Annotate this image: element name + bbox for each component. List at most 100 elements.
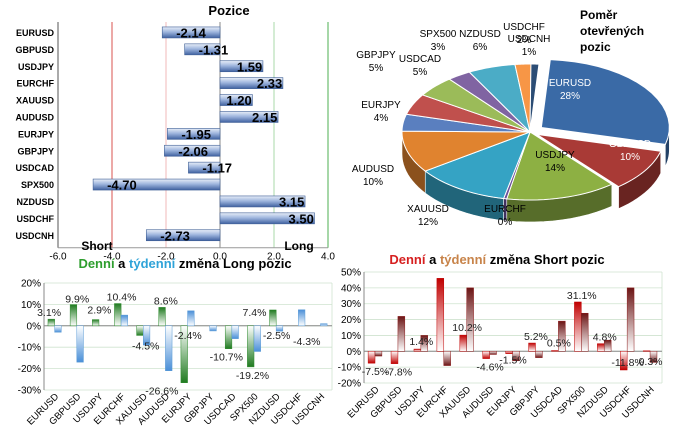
x-tick-label: -2.0 <box>157 252 175 263</box>
y-tick-label: 0% <box>347 347 362 358</box>
category-label: EURUSD <box>16 28 55 38</box>
title-part: Denní <box>78 256 115 271</box>
slice-USDJPY <box>506 131 613 201</box>
bar-EURCHF <box>219 77 284 89</box>
daily-bar-EURJPY <box>505 351 513 354</box>
positions-chart: Pozice EURUSD GBPUSD USDJPY EURCHF XAUUSD AUD… <box>15 3 335 263</box>
daily-bar-USDCNH <box>642 350 651 352</box>
slice-percent-label: 6% <box>473 42 488 53</box>
slice-name-label: EURJPY <box>361 100 401 111</box>
daily-bar-USDCHF <box>620 351 628 371</box>
slice-name-label: EURCHF <box>484 204 526 215</box>
data-label: -11.8% <box>611 357 644 369</box>
daily-bar-NZDUSD <box>597 343 605 352</box>
weekly-bar-NZDUSD <box>275 325 284 332</box>
pie-title-line: otevřených <box>580 24 644 38</box>
long-change-chart: Denní a týdenní změna Long pozic -30% -20… <box>18 256 333 428</box>
y-tick-label: 30% <box>341 299 361 310</box>
category-label: USDCNH <box>15 231 54 241</box>
data-label: -4.6% <box>476 362 503 374</box>
data-label: -4.3% <box>293 336 320 348</box>
daily-bar-NZDUSD <box>269 309 277 327</box>
weekly-bar-USDCNH <box>649 351 658 363</box>
data-label: -26.6% <box>145 386 178 398</box>
category-label: GBPUSD <box>15 45 54 55</box>
slice-name-label: SPX500 <box>420 29 457 40</box>
daily-bar-USDCAD <box>224 325 233 349</box>
slice-name-label: NZDUSD <box>459 29 501 40</box>
y-tick-label: -20% <box>18 364 41 375</box>
short-change-title: Denní a týdenní změna Short pozic <box>389 252 604 267</box>
category-label: USDCAD <box>15 163 54 173</box>
bar-USDJPY <box>219 60 264 73</box>
data-label: -10.7% <box>210 352 243 364</box>
slice-percent-label: 10% <box>620 152 640 163</box>
title-part: a <box>115 256 129 271</box>
daily-bar-USDCAD <box>551 350 559 352</box>
data-label: 3.1% <box>37 307 61 319</box>
bar-USDCNH <box>145 229 221 242</box>
y-tick-label: 0% <box>27 321 42 332</box>
slice-percent-label: 5% <box>369 63 384 74</box>
value-label: 1.59 <box>237 59 262 74</box>
weekly-bar-USDCNH <box>320 323 328 327</box>
weekly-bar-NZDUSD <box>603 339 612 352</box>
slice-name-label: USDJPY <box>535 150 575 161</box>
category-label: AUDUSD <box>15 112 54 122</box>
x-tick-label: -6.0 <box>49 252 67 263</box>
title-part: změna Long pozic <box>175 256 291 271</box>
data-label: 2.9% <box>87 305 111 317</box>
data-label: -7.8% <box>385 367 412 379</box>
x-tick-label: 4.0 <box>321 252 335 263</box>
weekly-bar-XAUUSD <box>466 287 474 352</box>
slice-percent-label: 2% <box>517 35 532 46</box>
x-tick-label: -4.0 <box>103 252 121 263</box>
daily-bar-EURUSD <box>367 351 376 364</box>
title-part: Denní <box>389 252 426 267</box>
y-tick-label: 40% <box>341 283 361 294</box>
daily-bar-EURUSD <box>47 318 55 327</box>
daily-bar-AUDUSD <box>158 307 166 327</box>
weekly-bar-USDJPY <box>420 335 428 352</box>
y-tick-label: 20% <box>21 279 41 290</box>
slice-name-label: GBPJPY <box>356 50 396 61</box>
weekly-bar-EURUSD <box>374 351 383 357</box>
y-tick-label: -10% <box>18 343 41 354</box>
data-label: 7.4% <box>242 307 266 319</box>
bar-XAUUSD <box>219 94 253 106</box>
bar-AUDUSD <box>219 111 279 123</box>
slice-EURUSD <box>540 59 670 145</box>
daily-bar-GBPUSD <box>390 351 399 364</box>
data-label: 31.1% <box>567 290 597 302</box>
data-label: -1.5% <box>499 355 526 367</box>
weekly-bar-EURCHF <box>443 351 451 366</box>
slice-name-label: USDCNH <box>508 34 551 45</box>
bar-EURJPY <box>167 128 221 140</box>
pie-title-line: Poměr <box>580 8 618 22</box>
weekly-bar-USDCHF <box>298 309 306 327</box>
y-tick-label: -10% <box>338 363 361 374</box>
weekly-bar-EURJPY <box>512 351 520 362</box>
value-label: 2.33 <box>257 76 282 91</box>
slice-name-label: GBPUSD <box>609 139 651 150</box>
data-label: -4.5% <box>132 340 159 352</box>
title-part: týdenní <box>129 256 176 271</box>
bar-USDCHF <box>219 212 315 225</box>
data-label: 0.3% <box>639 356 663 368</box>
weekly-bar-EURUSD <box>54 325 62 333</box>
data-label: -2.4% <box>174 330 201 342</box>
weekly-bar-USDCAD <box>558 320 566 352</box>
value-label: -4.70 <box>107 178 137 193</box>
slice-GBPJPY <box>405 94 531 133</box>
category-label: EURJPY <box>18 129 54 139</box>
daily-bar-EURCHF <box>436 278 445 352</box>
short-label: Short <box>81 239 112 253</box>
slice-name-label: XAUUSD <box>407 204 449 215</box>
category-label: GBPJPY <box>17 146 54 156</box>
daily-bar-EURCHF <box>114 303 122 327</box>
category-label: NZDUSD <box>17 197 55 207</box>
category-label: USDJPY <box>18 62 54 72</box>
slice-USDCAD <box>421 78 531 133</box>
slice-SPX500 <box>448 71 531 133</box>
slice-name-label: AUDUSD <box>352 164 394 175</box>
